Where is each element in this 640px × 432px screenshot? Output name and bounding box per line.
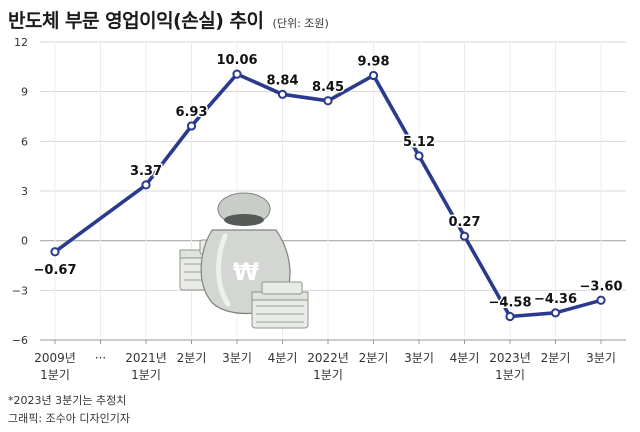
y-tick-label: 3 [21, 185, 28, 198]
x-tick-label-sub: 1분기 [131, 368, 161, 382]
x-tick-label: 2분기 [541, 351, 571, 365]
data-label: 10.06 [216, 53, 257, 68]
x-tick-label: 2분기 [359, 351, 389, 365]
x-tick-label: 3분기 [222, 351, 252, 365]
graphic-credit: 그래픽: 조수아 디자인기자 [8, 412, 131, 425]
x-tick-label: 3분기 [404, 351, 434, 365]
data-point [596, 295, 606, 305]
series-layer [50, 69, 606, 322]
x-tick-label: 2022년 [307, 351, 349, 365]
won-symbol: ₩ [233, 258, 260, 286]
y-tick-label: −3 [12, 284, 28, 297]
x-tick-label: 2009년 [34, 351, 76, 365]
data-label: 8.84 [266, 73, 298, 88]
x-tick-label: 2021년 [125, 351, 167, 365]
data-label: −0.67 [34, 263, 77, 278]
x-tick-label-sub: 1분기 [40, 368, 70, 382]
x-tick-label: 4분기 [268, 351, 298, 365]
x-tick-label: 2023년 [489, 351, 531, 365]
data-point [186, 121, 197, 131]
series-line [53, 72, 603, 319]
data-label: 3.37 [130, 164, 162, 179]
data-label: −4.58 [489, 295, 532, 310]
cash-stack-right-icon [251, 281, 309, 329]
x-tick-label-sub: 1분기 [313, 368, 343, 382]
x-tick-label-sub: 1분기 [495, 368, 525, 382]
data-point [414, 151, 424, 161]
chart-title: 반도체 부문 영업이익(손실) 추이 [8, 10, 264, 32]
data-point [232, 69, 242, 79]
x-tick-label: 3분기 [586, 351, 616, 365]
data-point [141, 180, 151, 190]
x-tick-label: 4분기 [450, 351, 480, 365]
chart-header: 반도체 부문 영업이익(손실) 추이 (단위: 조원) [8, 6, 329, 33]
y-tick-label: −6 [12, 334, 28, 347]
data-label: 5.12 [403, 135, 435, 150]
money-bag-with-won-sign-and-cash-stacks-icon: ₩ [179, 192, 309, 329]
data-point [459, 231, 470, 241]
data-label: −4.36 [534, 292, 577, 307]
y-tick-label: 0 [21, 235, 28, 248]
y-tick-label: 12 [14, 36, 28, 49]
data-point [277, 89, 288, 99]
unit-label: (단위: 조원) [272, 17, 329, 30]
x-tick-label: ··· [95, 351, 106, 365]
label-layer: −0.67 3.37 6.93 10.06 8.84 8.45 9.98 5.12 0.27 −4… [32, 52, 624, 312]
axis-layer: 12 9 6 3 0 −3 −6 2009년 1분기 ··· 2021년 1분기 2분기 3분기 4분기 20… [12, 36, 626, 382]
data-label: 9.98 [357, 54, 389, 69]
data-label: −3.60 [580, 279, 623, 294]
data-point [505, 311, 515, 322]
data-point [323, 96, 333, 106]
data-label: 0.27 [448, 215, 480, 230]
data-label: 6.93 [175, 105, 207, 120]
data-label: 8.45 [312, 80, 344, 95]
x-tick-label: 2분기 [177, 351, 207, 365]
data-point [550, 308, 561, 318]
data-point [368, 70, 379, 81]
y-tick-label: 9 [21, 86, 28, 99]
data-point [50, 247, 60, 257]
footnote-estimate: *2023년 3분기는 추정치 [8, 394, 127, 407]
y-tick-label: 6 [21, 135, 28, 148]
